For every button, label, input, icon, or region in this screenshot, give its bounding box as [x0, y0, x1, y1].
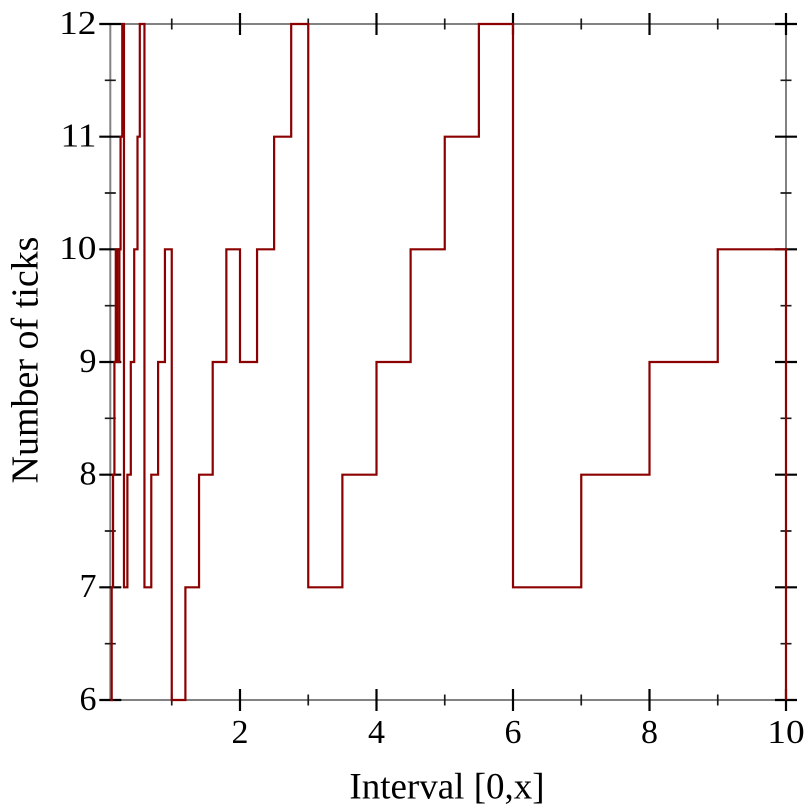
svg-text:8: 8 — [80, 456, 97, 493]
svg-text:10: 10 — [767, 713, 804, 751]
svg-text:10: 10 — [59, 229, 96, 267]
svg-text:7: 7 — [80, 568, 97, 605]
svg-text:6: 6 — [505, 714, 522, 751]
svg-text:2: 2 — [232, 714, 249, 751]
svg-text:Interval [0,x]: Interval [0,x] — [349, 767, 544, 808]
svg-text:9: 9 — [80, 343, 97, 380]
svg-text:6: 6 — [80, 681, 97, 718]
svg-text:12: 12 — [59, 3, 96, 41]
svg-text:4: 4 — [368, 714, 385, 751]
svg-text:8: 8 — [641, 714, 658, 751]
svg-text:11: 11 — [60, 116, 96, 154]
svg-text:Number of ticks: Number of ticks — [4, 237, 46, 484]
